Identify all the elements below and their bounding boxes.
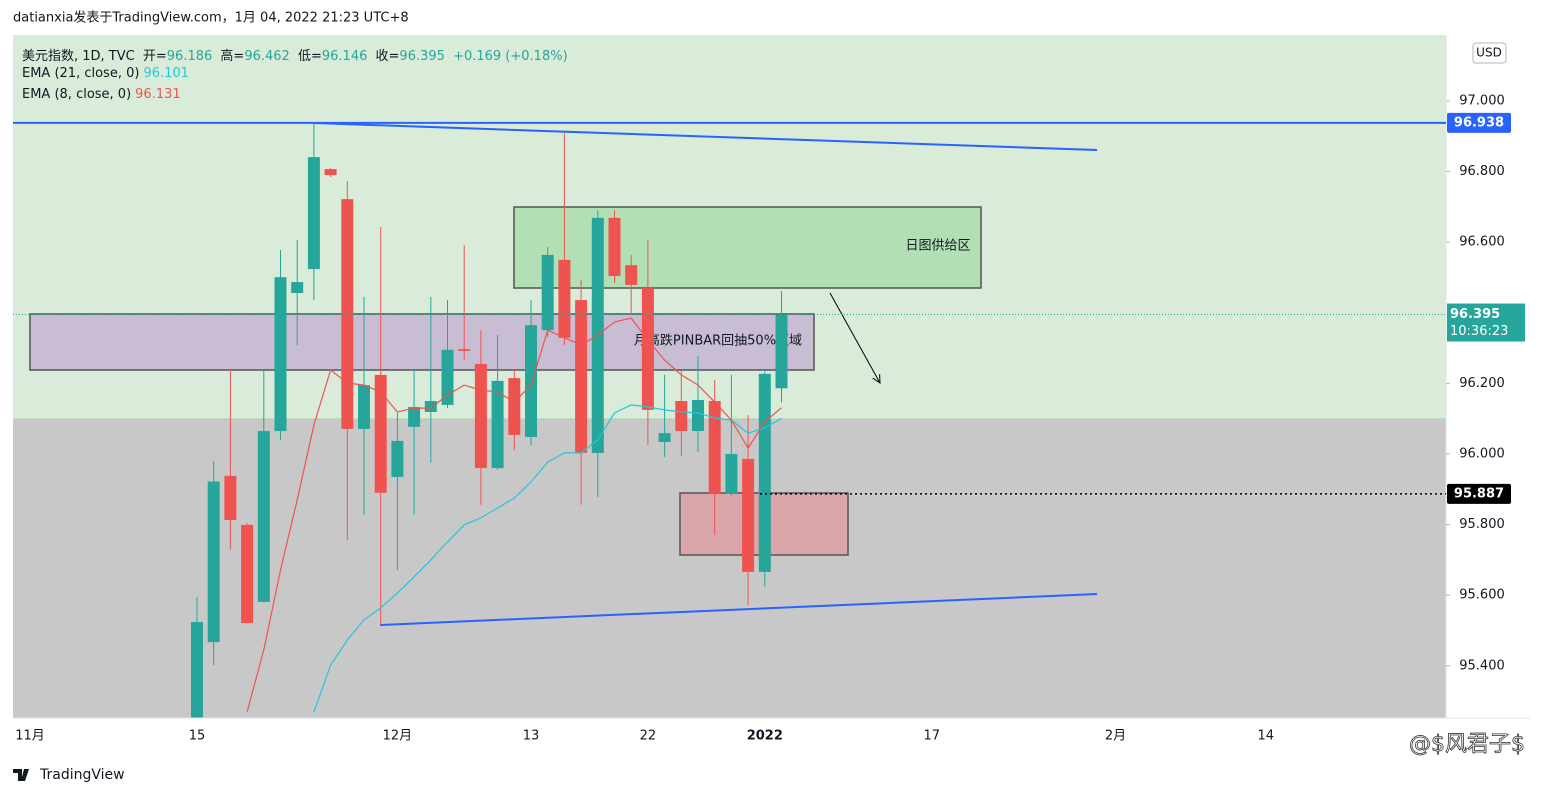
pinbar-zone [29, 313, 815, 371]
candle-body [241, 524, 254, 624]
x-tick-label: 13 [523, 729, 540, 744]
candle-body [508, 378, 521, 435]
brand: TradingView [39, 767, 125, 783]
candle-body [541, 254, 554, 331]
candle-body [725, 453, 738, 494]
ohlc-value: 96.186 [166, 49, 213, 64]
x-tick-label: 14 [1258, 729, 1275, 744]
legend-label: EMA (8, close, 0) [22, 87, 132, 102]
candle-body [658, 433, 671, 442]
y-tick-label: 96.600 [1459, 235, 1505, 250]
countdown: 10:36:23 [1450, 324, 1508, 339]
candle-body [758, 373, 771, 572]
y-tick-label: 96.800 [1459, 164, 1505, 179]
candle-body [675, 401, 688, 432]
candle-body [491, 380, 504, 469]
ohlc-label: 高= [220, 49, 245, 64]
candle-body [274, 277, 287, 432]
candle-body [207, 481, 220, 643]
candle-body [391, 440, 404, 477]
byline: datianxia发表于TradingView.com，1月 04, 2022 … [13, 10, 409, 26]
trend-line [313, 122, 1098, 151]
y-tick-label: 97.000 [1459, 94, 1505, 109]
watermark: @$风君子$ [1409, 732, 1525, 757]
candle-body [641, 288, 654, 410]
plot [13, 122, 1446, 718]
price-line-box [1447, 112, 1511, 133]
candle-body [608, 217, 621, 277]
candle-body [257, 431, 270, 602]
ohlc-label: 开= [142, 49, 167, 64]
candle-body [291, 282, 304, 294]
annotation: 月高跌PINBAR回抽50%区域 [634, 333, 802, 349]
arrow [829, 292, 880, 383]
candle-body [575, 300, 588, 453]
candle-body [424, 401, 437, 412]
change: +0.169 (+0.18%) [453, 49, 568, 64]
candle-body [307, 157, 320, 270]
ema-line [246, 317, 782, 713]
y-tick-label: 95.600 [1459, 588, 1505, 603]
y-tick-label: 96.200 [1459, 376, 1505, 391]
candle-body [191, 621, 203, 718]
legend-ema: EMA (8, close, 0) 96.131 [22, 87, 185, 102]
currency-box[interactable] [1472, 42, 1507, 64]
candle-body [742, 458, 755, 572]
ohlc-value: 96.146 [321, 49, 368, 64]
x-tick-label: 15 [189, 729, 206, 744]
y-tick-label: 95.800 [1459, 517, 1505, 532]
last-price-box [1447, 303, 1525, 342]
x-tick-label: 12月 [383, 729, 413, 744]
currency[interactable]: USD [1476, 46, 1502, 60]
legend-value: 96.131 [135, 87, 181, 102]
candle-body [474, 363, 487, 469]
candle-body [775, 314, 788, 389]
ohlc-value: 96.462 [244, 49, 290, 64]
trend-line [379, 593, 1098, 626]
x-tick-label: 2022 [747, 729, 783, 744]
price-line-box [1447, 483, 1511, 504]
annotation: 日图供给区 [905, 239, 970, 254]
candle-body [408, 407, 421, 427]
legend-ema: EMA (21, close, 0) 96.101 [22, 66, 193, 81]
candle-body [558, 259, 571, 338]
ohlc-label: 低= [297, 49, 322, 64]
price-line-label: 95.887 [1454, 486, 1504, 501]
y-tick-label: 95.400 [1459, 658, 1505, 673]
candle-body [341, 199, 354, 429]
x-tick-label: 17 [924, 729, 941, 744]
candle-body [625, 265, 638, 285]
candle-body [458, 349, 471, 351]
ema-line [313, 404, 782, 713]
y-tick-label: 96.000 [1459, 446, 1505, 461]
legend-value: 96.101 [143, 66, 189, 81]
legend-main: 美元指数, 1D, TVC 开=96.186 高=96.462 低=96.146… [22, 45, 572, 64]
candle-body [525, 325, 537, 438]
price-line-label: 96.938 [1454, 115, 1504, 130]
brand-logo [13, 769, 29, 781]
candle-body [358, 385, 370, 429]
candle-body [692, 399, 704, 432]
x-tick-label: 11月 [15, 729, 45, 744]
symbol: 美元指数, 1D, TVC [22, 49, 135, 64]
candle-body [441, 349, 454, 405]
legend-label: EMA (21, close, 0) [22, 66, 140, 81]
candle-body [324, 169, 337, 176]
candle-body [374, 374, 387, 493]
last-price: 96.395 [1450, 307, 1500, 322]
x-tick-label: 2月 [1105, 729, 1126, 744]
ohlc-label: 收= [375, 49, 400, 64]
candle-body [708, 401, 721, 494]
ohlc-value: 96.395 [399, 49, 445, 64]
candle-body [224, 475, 237, 520]
x-tick-label: 22 [640, 729, 657, 744]
